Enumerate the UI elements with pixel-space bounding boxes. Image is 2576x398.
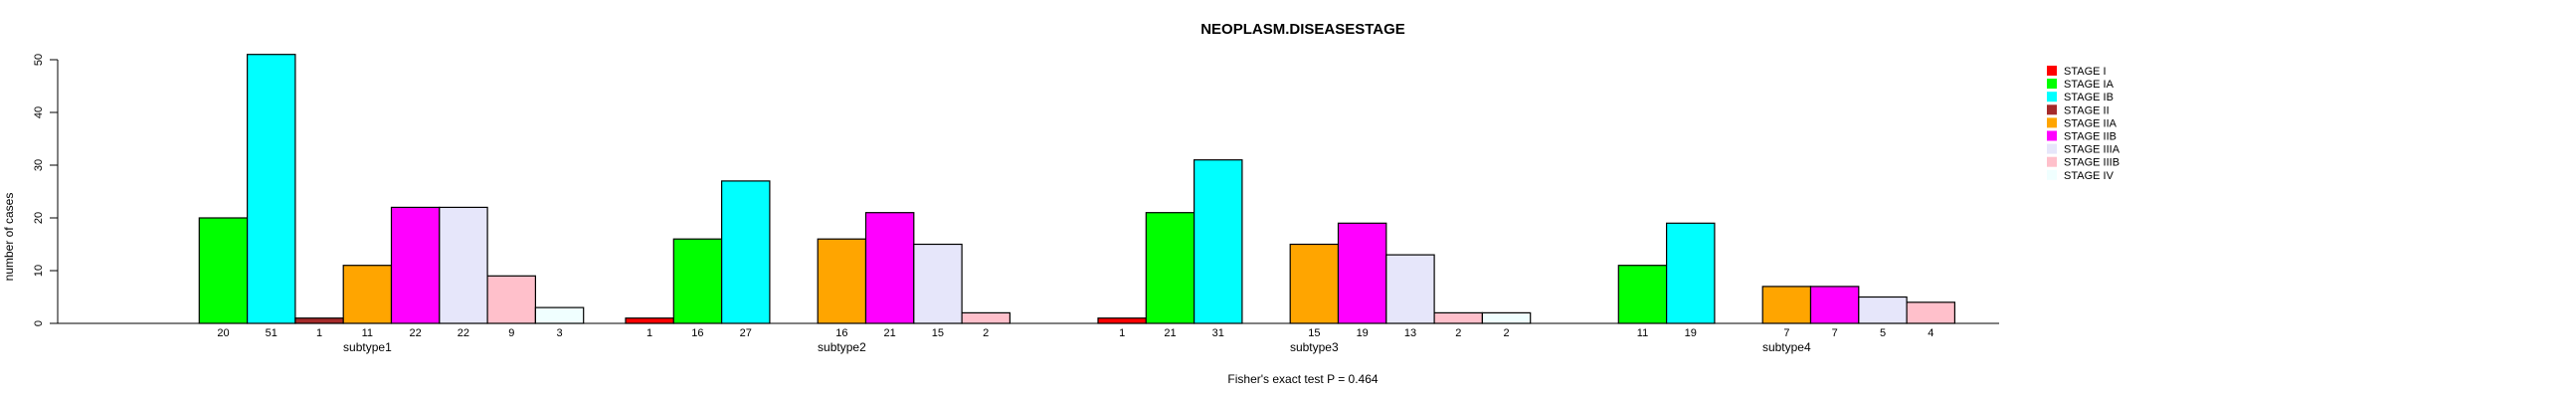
bar-subtype3-stage-iv	[1481, 311, 1532, 324]
legend-label-stage-iiia: STAGE IIIA	[2064, 144, 2120, 156]
bar-subtype1-stage-iiia	[439, 206, 488, 324]
bar-subtype3-stage-iia	[1289, 243, 1340, 324]
legend-label-stage-i: STAGE I	[2064, 66, 2107, 78]
bar-value-label: 51	[266, 327, 277, 339]
bar-value-label: 13	[1404, 327, 1416, 339]
bar-subtype3-stage-ia	[1145, 212, 1196, 324]
bar-subtype4-stage-iia	[1761, 286, 1812, 324]
y-axis: 0 10 20 30 40 50	[33, 54, 59, 326]
bar-subtype1-stage-iia	[342, 265, 393, 324]
legend-label-stage-iiib: STAGE IIIB	[2064, 157, 2119, 169]
bar-subtype2-stage-iia	[817, 238, 867, 324]
legend-swatch-stage-ia	[2047, 79, 2057, 90]
bar-value-label: 22	[409, 327, 421, 339]
bar-value-label: 31	[1212, 327, 1224, 339]
bar-value-label: 21	[883, 327, 895, 339]
bars-layer	[57, 54, 1999, 324]
bar-subtype1-stage-ia	[198, 217, 249, 324]
legend-swatch-stage-iv	[2047, 169, 2057, 180]
bar-subtype4-stage-iib	[1809, 286, 1860, 324]
bar-value-label: 7	[1783, 327, 1789, 339]
bar-subtype2-stage-iib	[864, 212, 915, 324]
bar-value-label: 27	[740, 327, 752, 339]
bar-value-label: 22	[458, 327, 469, 339]
legend-label-stage-iv: STAGE IV	[2064, 170, 2115, 182]
legend-swatch-stage-iib	[2047, 130, 2057, 141]
legend-swatch-stage-ib	[2047, 92, 2057, 102]
bar-value-label: 19	[1357, 327, 1369, 339]
y-tick-label: 30	[33, 159, 45, 171]
bar-value-label: 2	[1504, 327, 1510, 339]
x-category-label: subtype1	[343, 340, 392, 354]
legend-swatch-stage-iia	[2047, 117, 2057, 128]
bar-subtype1-stage-iiib	[486, 275, 537, 324]
bar-subtype4-stage-iiib	[1906, 301, 1955, 324]
legend-label-stage-ii: STAGE II	[2064, 104, 2110, 116]
legend-label-stage-ib: STAGE IB	[2064, 92, 2114, 103]
bar-subtype2-stage-iiib	[961, 311, 1011, 324]
legend-label-stage-iia: STAGE IIA	[2064, 117, 2117, 129]
y-tick-label: 50	[33, 54, 45, 66]
x-category-label: subtype4	[1762, 340, 1811, 354]
y-tick-label: 20	[33, 212, 45, 224]
bar-subtype2-stage-iiia	[913, 243, 963, 324]
y-tick-label: 0	[33, 320, 45, 326]
y-tick-label: 40	[33, 106, 45, 118]
y-axis-label: number of cases	[2, 193, 16, 282]
legend-swatch-stage-i	[2047, 66, 2057, 76]
bar-subtype1-stage-ii	[294, 317, 344, 324]
bar-value-label: 11	[362, 327, 373, 339]
legend-swatch-stage-iiib	[2047, 156, 2057, 167]
chart-title: NEOPLASM.DISEASESTAGE	[1200, 21, 1405, 38]
legend-swatch-stage-iiia	[2047, 143, 2057, 154]
legend-label-stage-ia: STAGE IA	[2064, 79, 2115, 91]
y-tick-label: 10	[33, 265, 45, 277]
legend-label-stage-iib: STAGE IIB	[2064, 131, 2116, 143]
bar-value-label: 3	[556, 327, 562, 339]
bar-value-label: 5	[1880, 327, 1886, 339]
bar-subtype2-stage-i	[625, 317, 674, 324]
bar-subtype2-stage-ib	[720, 180, 771, 324]
bar-value-label: 19	[1685, 327, 1697, 339]
bar-subtype3-stage-ib	[1193, 159, 1243, 324]
x-category-label: subtype3	[1290, 340, 1339, 354]
bar-value-label: 7	[1832, 327, 1838, 339]
bar-value-label: 1	[646, 327, 652, 339]
bar-value-label: 9	[508, 327, 514, 339]
bar-value-label: 16	[835, 327, 847, 339]
bar-value-label: 15	[932, 327, 944, 339]
bar-value-label: 2	[983, 327, 989, 339]
bar-value-label: 2	[1455, 327, 1461, 339]
bar-value-label: 20	[217, 327, 229, 339]
bar-value-label: 21	[1164, 327, 1176, 339]
bar-subtype4-stage-ia	[1617, 265, 1668, 324]
legend-swatch-stage-ii	[2047, 104, 2057, 115]
bar-value-label: 4	[1928, 327, 1933, 339]
bar-value-label: 11	[1637, 327, 1648, 339]
x-category-label: subtype2	[818, 340, 866, 354]
bar-value-label: 1	[316, 327, 322, 339]
bar-subtype1-stage-ib	[247, 54, 296, 324]
bar-subtype4-stage-ib	[1665, 222, 1716, 324]
bar-subtype1-stage-iv	[534, 306, 585, 324]
fishers-test-footnote: Fisher's exact test P = 0.464	[1227, 372, 1378, 386]
bar-subtype3-stage-iiia	[1385, 254, 1435, 324]
bar-subtype1-stage-iib	[390, 206, 441, 324]
bar-value-label: 1	[1119, 327, 1125, 339]
bar-value-label: 15	[1308, 327, 1320, 339]
bar-subtype3-stage-i	[1097, 317, 1147, 324]
bar-subtype2-stage-ia	[672, 238, 723, 324]
bar-subtype4-stage-iiia	[1858, 296, 1908, 324]
bar-subtype3-stage-iiib	[1433, 311, 1483, 324]
bar-value-label: 16	[691, 327, 703, 339]
bar-subtype3-stage-iib	[1337, 222, 1387, 324]
